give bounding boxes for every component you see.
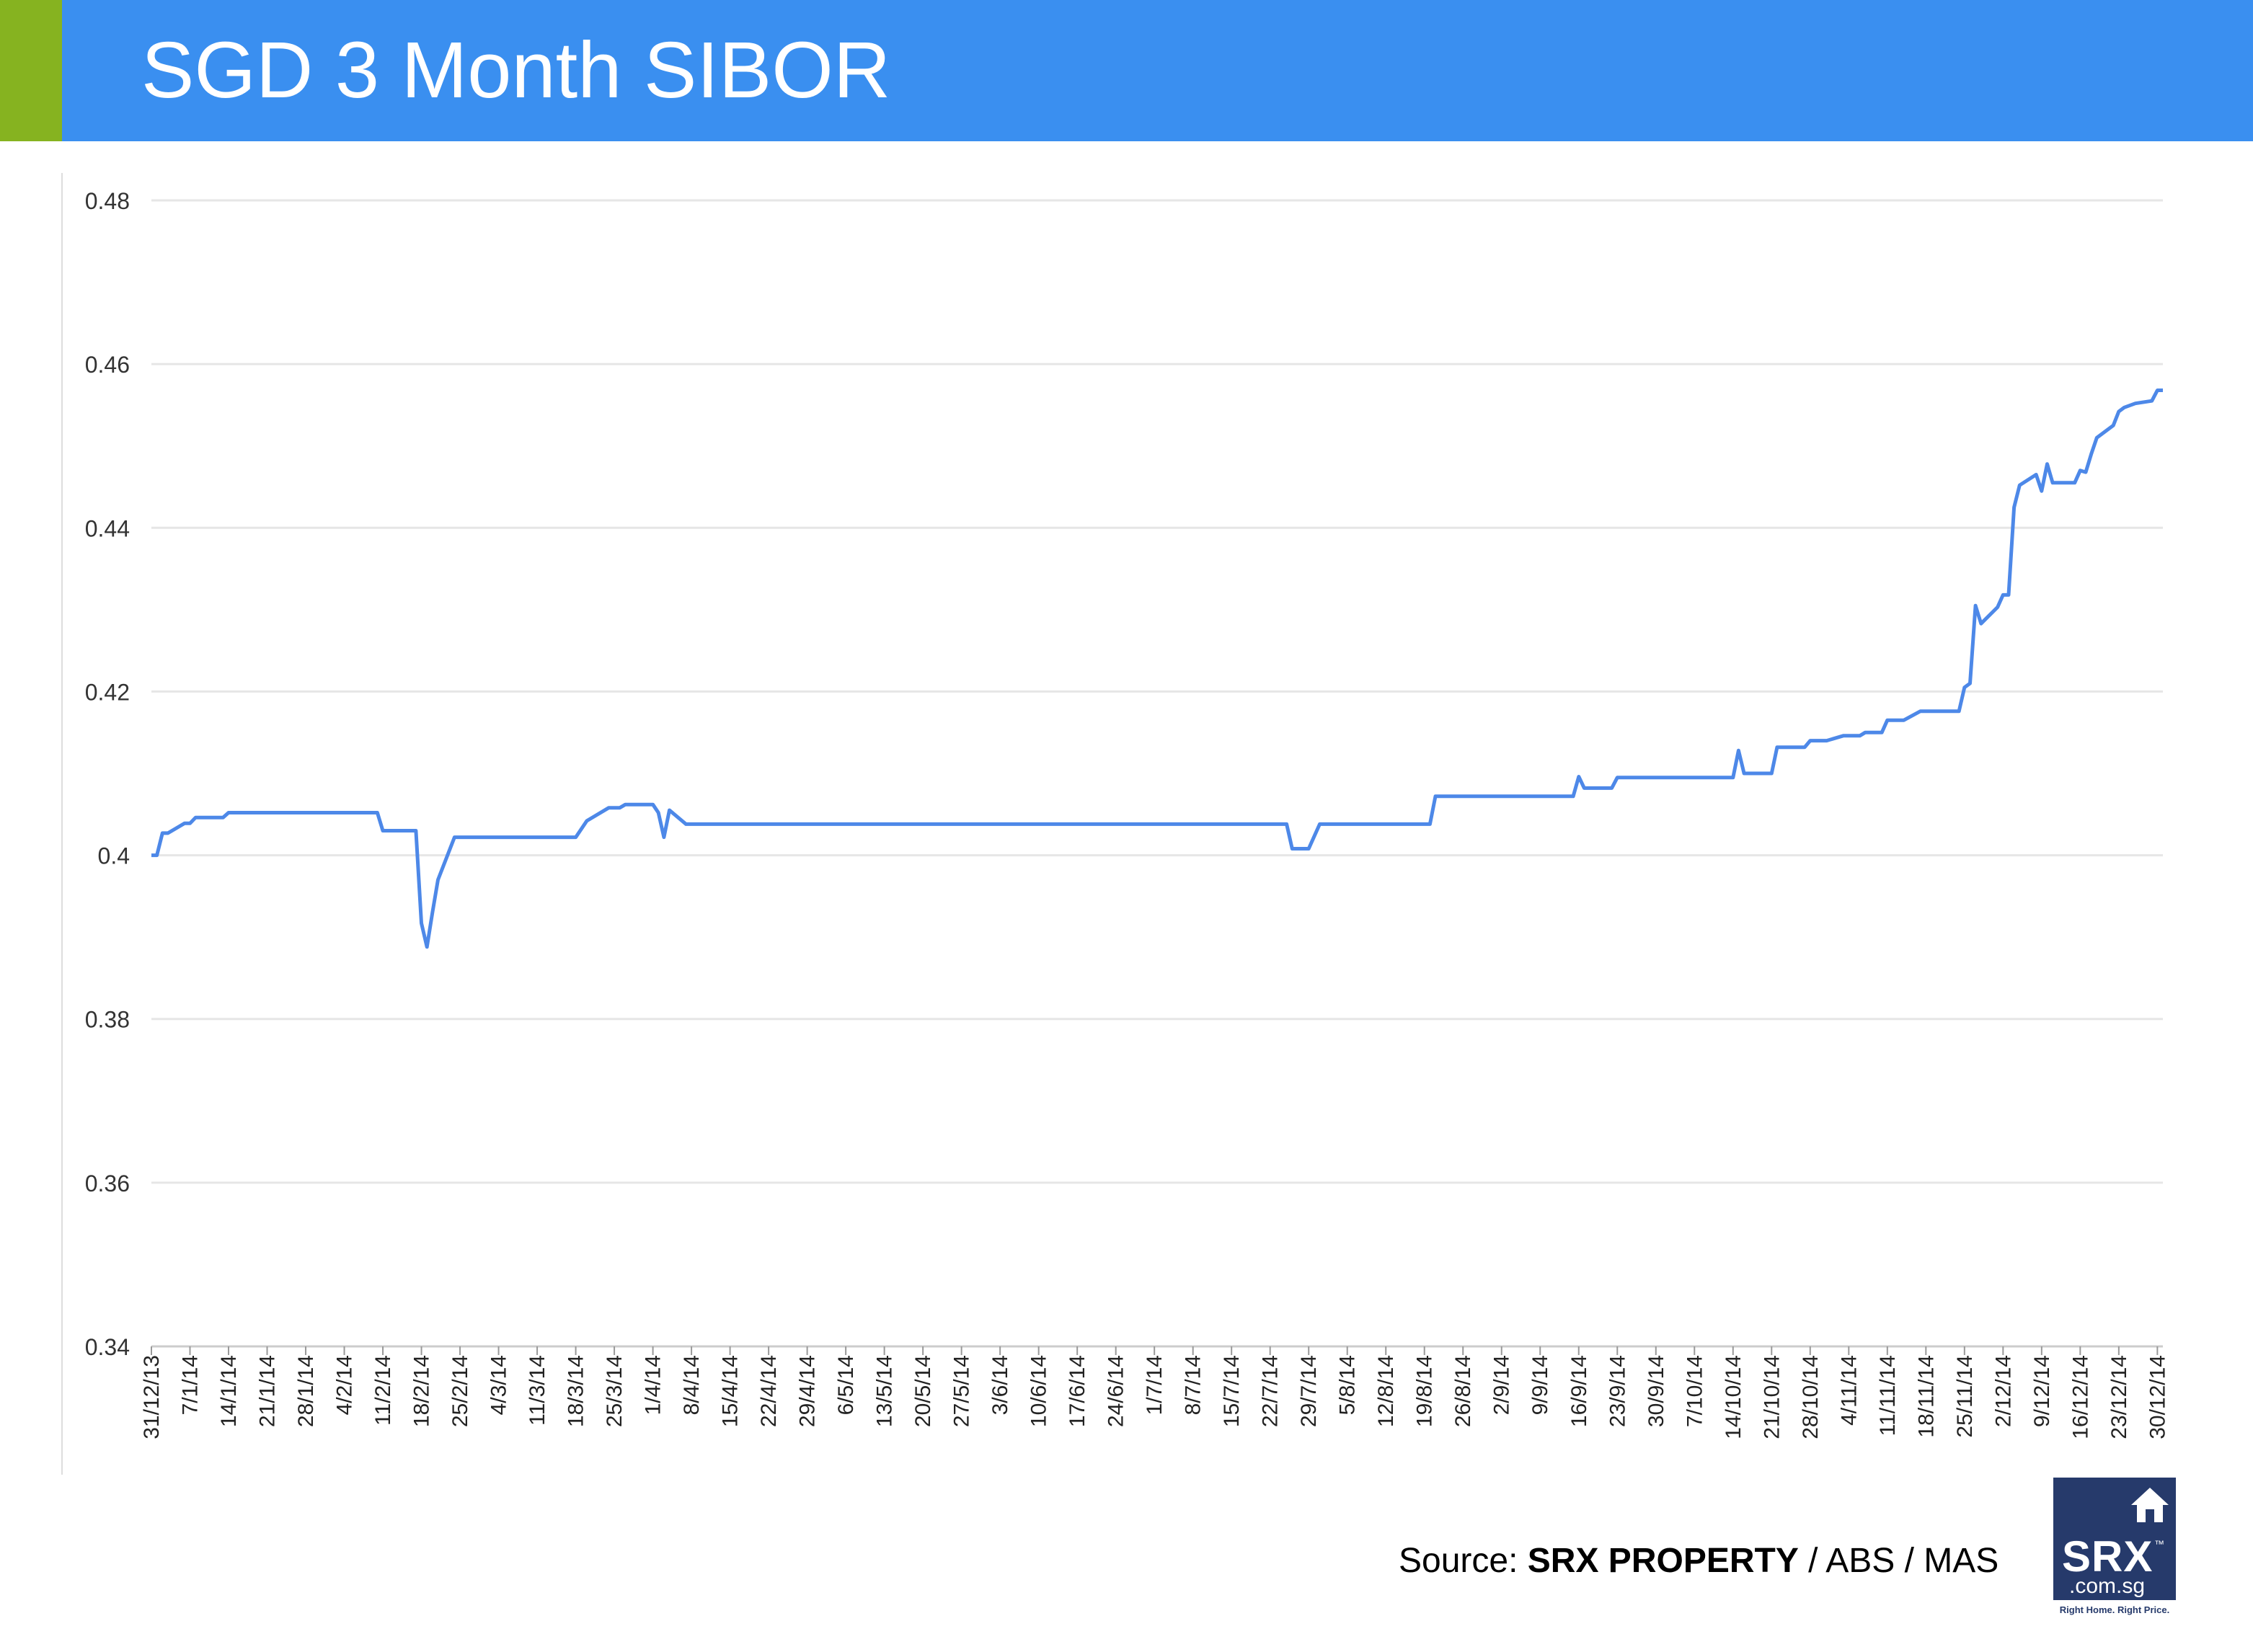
x-tick-label: 4/11/14 xyxy=(1837,1355,1861,1426)
x-tick-label: 1/7/14 xyxy=(1143,1355,1167,1415)
logo-trademark: ™ xyxy=(2154,1538,2164,1550)
y-tick-label: 0.4 xyxy=(98,843,130,869)
x-tick-label: 11/3/14 xyxy=(526,1355,549,1426)
x-tick-label: 25/11/14 xyxy=(1953,1355,1977,1438)
source-credit: Source: SRX PROPERTY / ABS / MAS xyxy=(1399,1541,1999,1581)
x-tick-label: 12/8/14 xyxy=(1374,1355,1398,1427)
header-accent-stripe xyxy=(0,0,62,141)
y-tick-labels: 0.34 0.36 0.38 0.4 0.42 0.44 0.46 0.48 xyxy=(85,188,130,1360)
x-tick-label: 9/9/14 xyxy=(1528,1355,1552,1415)
source-prefix: Source: xyxy=(1399,1542,1528,1580)
x-tick-label: 28/1/14 xyxy=(294,1355,318,1427)
x-tick-label: 16/12/14 xyxy=(2068,1355,2092,1439)
x-tick-label: 18/2/14 xyxy=(410,1355,434,1427)
grid-lines xyxy=(151,199,2163,1348)
x-tick-label: 10/6/14 xyxy=(1027,1355,1051,1427)
x-tick-label: 17/6/14 xyxy=(1066,1355,1089,1427)
y-tick-label: 0.44 xyxy=(85,515,130,541)
x-tick-label: 11/2/14 xyxy=(371,1355,395,1426)
axes xyxy=(61,173,2163,1475)
x-tick-label: 21/10/14 xyxy=(1760,1355,1784,1439)
house-icon xyxy=(2131,1488,2169,1522)
x-tick-label: 23/12/14 xyxy=(2107,1355,2131,1439)
x-tick-label: 22/7/14 xyxy=(1259,1355,1283,1427)
y-tick-label: 0.34 xyxy=(85,1334,130,1360)
x-tick-label: 4/3/14 xyxy=(487,1355,511,1415)
x-tick-label: 29/7/14 xyxy=(1297,1355,1321,1427)
x-tick-label: 16/9/14 xyxy=(1567,1355,1591,1427)
x-tick-label: 25/2/14 xyxy=(448,1355,472,1427)
y-tick-label: 0.48 xyxy=(85,188,130,214)
header-bar xyxy=(0,0,2253,141)
x-tick-label: 2/9/14 xyxy=(1490,1355,1514,1415)
logo-tagline: Right Home. Right Price. xyxy=(2059,1604,2170,1615)
x-tick-label: 13/5/14 xyxy=(873,1355,897,1427)
x-tick-label: 19/8/14 xyxy=(1413,1355,1437,1427)
x-tick-label: 31/12/13 xyxy=(140,1355,164,1439)
x-tick-label: 9/12/14 xyxy=(2030,1355,2054,1427)
logo-domain: .com.sg xyxy=(2069,1574,2146,1598)
x-tick-label: 8/7/14 xyxy=(1182,1355,1205,1415)
x-tick-label: 18/11/14 xyxy=(1914,1355,1938,1438)
x-tick-label: 7/1/14 xyxy=(179,1355,203,1415)
chart-area: 0.34 0.36 0.38 0.4 0.42 0.44 0.46 0.48 31/12/13… xyxy=(0,141,2253,1489)
x-tick-label: 25/3/14 xyxy=(603,1355,627,1427)
x-tick-label: 30/9/14 xyxy=(1645,1355,1668,1427)
x-tick-label: 14/10/14 xyxy=(1722,1355,1745,1439)
x-tick-label: 2/12/14 xyxy=(1991,1355,2015,1427)
x-tick-label: 27/5/14 xyxy=(950,1355,974,1427)
x-tick-label: 29/4/14 xyxy=(796,1355,820,1427)
x-tick-label: 8/4/14 xyxy=(680,1355,704,1415)
series-layer xyxy=(151,388,2163,949)
x-tick-label: 5/8/14 xyxy=(1336,1355,1360,1415)
srx-logo: SRX ™ .com.sg Right Home. Right Price. xyxy=(2053,1478,2176,1622)
x-tick-label: 21/1/14 xyxy=(256,1355,280,1427)
x-tick-label: 28/10/14 xyxy=(1799,1355,1823,1439)
y-tick-label: 0.42 xyxy=(85,679,130,705)
x-tick-label: 6/5/14 xyxy=(834,1355,858,1415)
x-tick-label: 7/10/14 xyxy=(1683,1355,1707,1427)
x-tick-labels: 31/12/13 7/1/14 14/1/14 21/1/14 28/1/14 4/2/1… xyxy=(140,1355,2169,1439)
logo-brand: SRX xyxy=(2062,1532,2154,1581)
x-tick-label: 23/9/14 xyxy=(1606,1355,1629,1427)
series-line xyxy=(151,388,2163,949)
x-tick-label: 24/6/14 xyxy=(1105,1355,1128,1427)
x-tick-label: 30/12/14 xyxy=(2146,1355,2169,1439)
x-tick-label: 26/8/14 xyxy=(1451,1355,1475,1427)
source-brand: SRX PROPERTY xyxy=(1527,1542,1799,1580)
x-tick-label: 4/2/14 xyxy=(333,1355,357,1415)
x-tick-label: 20/5/14 xyxy=(911,1355,935,1427)
y-tick-label: 0.36 xyxy=(85,1171,130,1196)
x-tick-label: 15/7/14 xyxy=(1220,1355,1244,1427)
x-tick-label: 3/6/14 xyxy=(988,1355,1012,1415)
source-rest: / ABS / MAS xyxy=(1798,1542,1999,1580)
x-tick-label: 14/1/14 xyxy=(217,1355,241,1427)
line-chart: 0.34 0.36 0.38 0.4 0.42 0.44 0.46 0.48 31/12/13… xyxy=(61,173,2169,1475)
y-tick-label: 0.38 xyxy=(85,1007,130,1033)
x-tick-label: 1/4/14 xyxy=(642,1355,665,1415)
page-title: SGD 3 Month SIBOR xyxy=(141,26,891,115)
x-tick-label: 15/4/14 xyxy=(719,1355,743,1427)
y-tick-label: 0.46 xyxy=(85,352,130,378)
x-tick-label: 18/3/14 xyxy=(565,1355,588,1427)
x-tick-label: 11/11/14 xyxy=(1876,1355,1900,1436)
x-tick-label: 22/4/14 xyxy=(757,1355,781,1427)
